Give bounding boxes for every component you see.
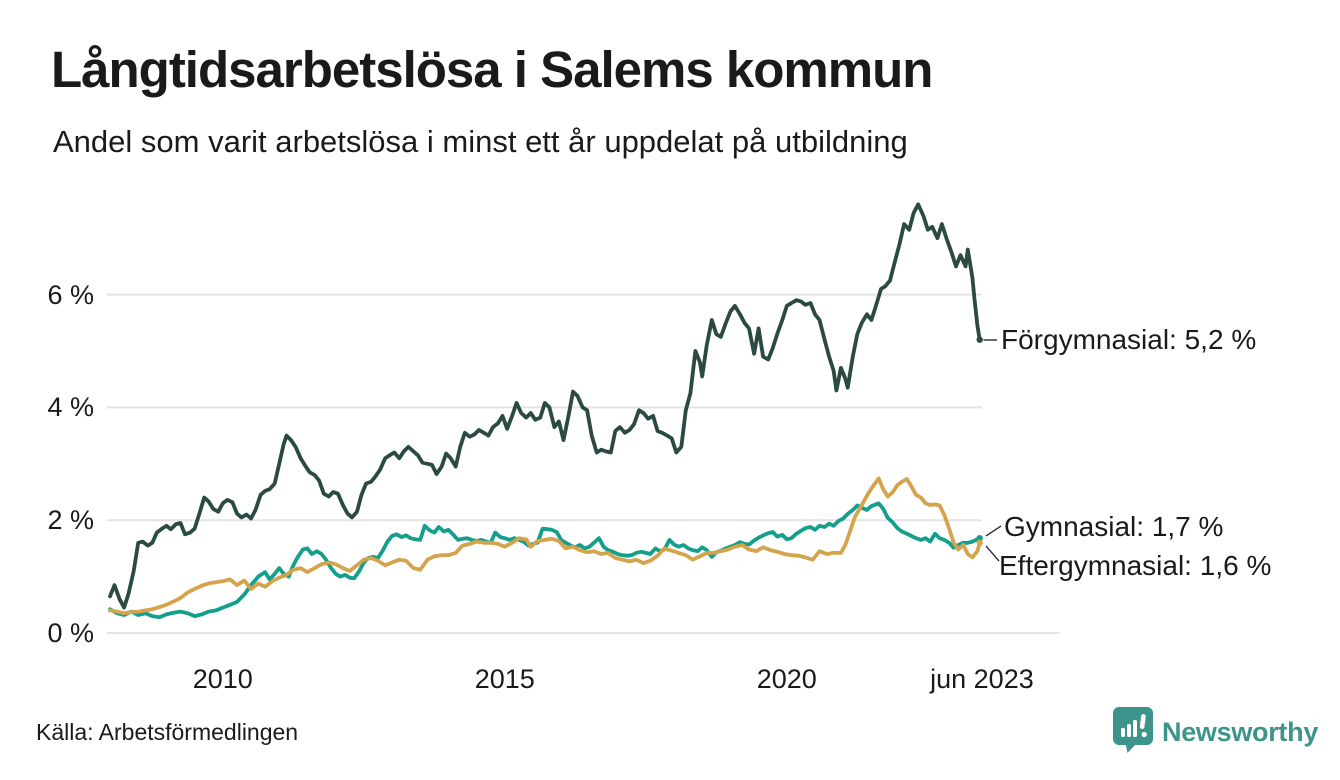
series-end-dot	[976, 336, 983, 343]
series-line-förgymnasial	[108, 202, 982, 610]
page-title: Långtidsarbetslösa i Salems kommun	[51, 41, 933, 98]
label-leader-line	[985, 545, 1000, 562]
series-end-dot	[976, 535, 983, 542]
series-end-label-eftergymnasial: Eftergymnasial: 1,6 %	[999, 550, 1272, 581]
series-end-dot	[976, 539, 983, 546]
series-line-eftergymnasial	[108, 476, 982, 616]
chart-subtitle: Andel som varit arbetslösa i minst ett å…	[53, 124, 908, 159]
x-axis-tick-label: 2015	[474, 664, 535, 694]
newsworthy-speech-bubble-chart-icon	[1112, 706, 1154, 759]
y-axis-tick-label: 4 %	[47, 392, 94, 423]
series-end-label-gymnasial: Gymnasial: 1,7 %	[1004, 511, 1224, 542]
source-note: Källa: Arbetsförmedlingen	[36, 719, 299, 745]
x-axis-tick-label: 2010	[192, 664, 253, 694]
newsworthy-logo: Newsworthy	[1112, 706, 1318, 759]
newsworthy-logo-text: Newsworthy	[1162, 717, 1319, 747]
y-axis-tick-label: 6 %	[47, 279, 94, 310]
y-axis-tick-label: 0 %	[47, 618, 94, 648]
y-axis-tick-label: 2 %	[47, 505, 94, 536]
x-axis-tick-label: jun 2023	[930, 664, 1034, 694]
series-end-label-forgymnasial: Förgymnasial: 5,2 %	[1001, 324, 1257, 355]
x-axis-tick-label: 2020	[756, 664, 817, 694]
label-leader-line	[985, 525, 1002, 537]
